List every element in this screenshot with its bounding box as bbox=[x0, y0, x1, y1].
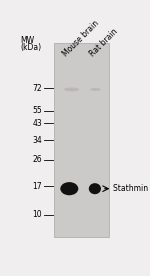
Ellipse shape bbox=[90, 88, 101, 91]
Text: 43: 43 bbox=[32, 119, 42, 128]
Text: Mouse brain: Mouse brain bbox=[61, 19, 101, 59]
Text: 26: 26 bbox=[32, 155, 42, 164]
Text: 17: 17 bbox=[32, 182, 42, 191]
Text: Rat brain: Rat brain bbox=[88, 27, 119, 59]
Text: MW: MW bbox=[20, 36, 34, 45]
Ellipse shape bbox=[64, 87, 79, 91]
Text: 34: 34 bbox=[32, 136, 42, 145]
Text: Stathmin 1: Stathmin 1 bbox=[114, 184, 150, 193]
Text: 10: 10 bbox=[32, 210, 42, 219]
FancyBboxPatch shape bbox=[54, 43, 110, 237]
Ellipse shape bbox=[60, 182, 78, 195]
Text: (kDa): (kDa) bbox=[20, 44, 41, 52]
Text: 55: 55 bbox=[32, 106, 42, 115]
Text: 72: 72 bbox=[32, 84, 42, 93]
Ellipse shape bbox=[89, 183, 101, 194]
